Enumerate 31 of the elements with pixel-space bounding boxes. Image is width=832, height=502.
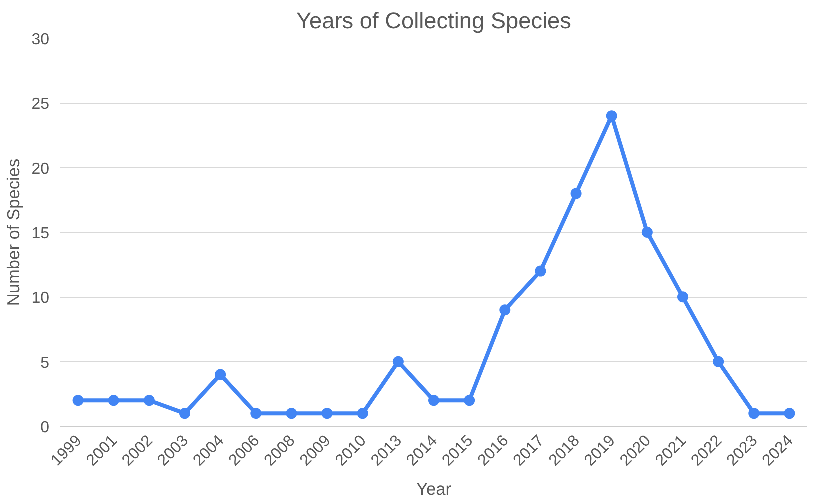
point [606, 110, 618, 122]
point [642, 227, 653, 238]
point [784, 408, 796, 420]
point [428, 395, 440, 406]
point [215, 369, 226, 380]
point [713, 356, 724, 368]
point [678, 292, 688, 303]
y-tick-label: 20 [32, 160, 50, 178]
point [72, 395, 84, 406]
point [286, 408, 298, 420]
point [144, 395, 155, 406]
point [535, 266, 546, 277]
x-axis-title: Year [416, 479, 452, 500]
chart-title: Years of Collecting Species [296, 8, 572, 34]
point [500, 304, 511, 316]
y-tick-label: 15 [32, 226, 50, 242]
y-tick-label: 5 [40, 354, 50, 372]
y-tick-label: 0 [40, 420, 50, 436]
y-tick-label: 30 [32, 32, 50, 48]
point [464, 395, 476, 406]
point [392, 356, 404, 368]
point [108, 395, 120, 406]
y-tick-label: 10 [32, 290, 50, 308]
y-tick-label: 25 [32, 96, 50, 114]
point [250, 408, 262, 420]
point [357, 408, 368, 420]
point [322, 408, 333, 420]
point [180, 408, 190, 420]
y-axis-title: Number of Species [4, 158, 24, 306]
point [570, 188, 582, 200]
point [748, 408, 760, 420]
